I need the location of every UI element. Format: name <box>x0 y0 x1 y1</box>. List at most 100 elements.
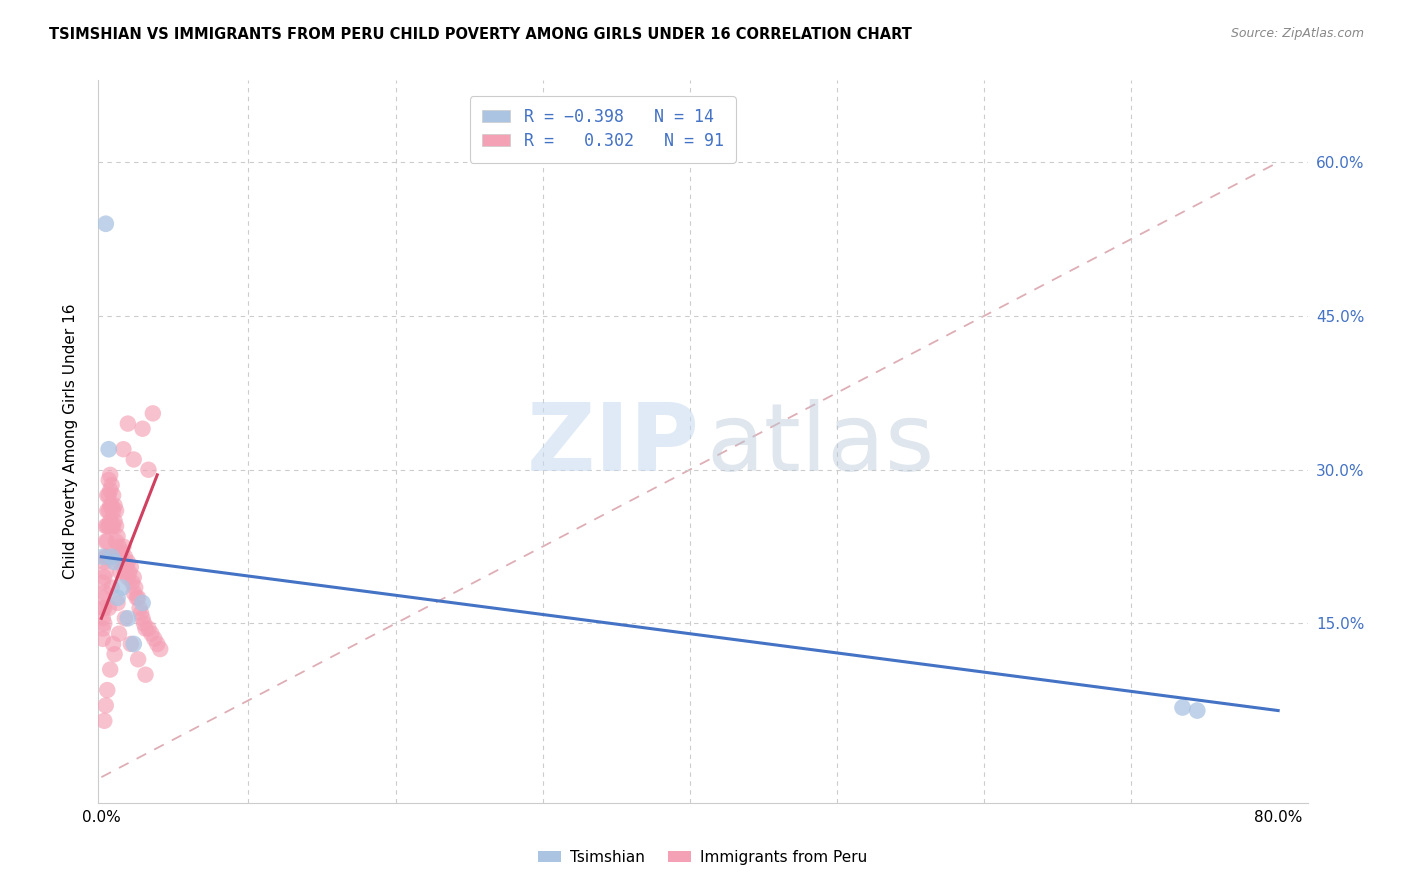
Point <box>110 565 132 579</box>
Point <box>122 585 145 599</box>
Point <box>127 591 149 605</box>
Point <box>100 499 122 513</box>
Point <box>100 581 122 595</box>
Point <box>149 642 172 657</box>
Point <box>131 422 153 436</box>
Point <box>134 667 156 681</box>
Point <box>104 555 127 569</box>
Point <box>108 540 131 554</box>
Point <box>127 652 149 666</box>
Point <box>96 519 118 533</box>
Point <box>91 575 114 590</box>
Legend: R = −0.398   N = 14, R =   0.302   N = 91: R = −0.398 N = 14, R = 0.302 N = 91 <box>470 96 735 162</box>
Point <box>100 519 122 533</box>
Point <box>91 632 114 646</box>
Point <box>101 519 124 533</box>
Point <box>96 534 118 549</box>
Point <box>107 529 129 543</box>
Point <box>91 611 114 625</box>
Point <box>138 463 160 477</box>
Point <box>117 570 139 584</box>
Point <box>94 534 117 549</box>
Point <box>121 575 143 590</box>
Point <box>111 581 134 595</box>
Point <box>97 473 120 487</box>
Point <box>96 549 118 564</box>
Point <box>107 545 129 559</box>
Point <box>107 591 129 605</box>
Text: ZIP: ZIP <box>526 399 699 491</box>
Point <box>117 611 139 625</box>
Point <box>101 488 124 502</box>
Point <box>122 452 145 467</box>
Point <box>94 698 117 713</box>
Point <box>142 406 165 420</box>
Point <box>120 560 142 574</box>
Point <box>98 483 121 498</box>
Point <box>104 499 127 513</box>
Point <box>114 549 136 564</box>
Legend: Tsimshian, Immigrants from Peru: Tsimshian, Immigrants from Peru <box>533 844 873 871</box>
Y-axis label: Child Poverty Among Girls Under 16: Child Poverty Among Girls Under 16 <box>63 304 77 579</box>
Point <box>112 555 135 569</box>
Point <box>94 549 117 564</box>
Point <box>98 467 121 482</box>
Point <box>93 601 115 615</box>
Point <box>115 560 138 574</box>
Point <box>94 565 117 579</box>
Point <box>104 514 127 528</box>
Point <box>118 565 141 579</box>
Point <box>110 549 132 564</box>
Point <box>97 488 120 502</box>
Point <box>111 545 134 559</box>
Point <box>91 549 114 564</box>
Point <box>93 555 115 569</box>
Point <box>98 514 121 528</box>
Point <box>104 647 127 661</box>
Point <box>143 632 166 646</box>
Point <box>134 622 156 636</box>
Point <box>128 601 150 615</box>
Point <box>98 499 121 513</box>
Point <box>100 549 122 564</box>
Text: TSIMSHIAN VS IMMIGRANTS FROM PERU CHILD POVERTY AMONG GIRLS UNDER 16 CORRELATION: TSIMSHIAN VS IMMIGRANTS FROM PERU CHILD … <box>49 27 912 42</box>
Point <box>91 591 114 605</box>
Point <box>112 442 135 457</box>
Point <box>108 626 131 640</box>
Point <box>117 417 139 431</box>
Point <box>94 519 117 533</box>
Point <box>114 611 136 625</box>
Point <box>138 622 160 636</box>
Point <box>91 601 114 615</box>
Point <box>1171 700 1194 714</box>
Text: atlas: atlas <box>707 399 935 491</box>
Point <box>124 581 146 595</box>
Point <box>122 637 145 651</box>
Point <box>131 596 153 610</box>
Point <box>125 591 148 605</box>
Point <box>96 504 118 518</box>
Point <box>94 217 117 231</box>
Point <box>93 616 115 631</box>
Point <box>112 540 135 554</box>
Point <box>132 616 155 631</box>
Point <box>122 570 145 584</box>
Point <box>1187 704 1209 718</box>
Point <box>96 683 118 698</box>
Point <box>101 504 124 518</box>
Point <box>114 565 136 579</box>
Point <box>108 555 131 569</box>
Point <box>91 622 114 636</box>
Point <box>98 663 121 677</box>
Point <box>146 637 169 651</box>
Point <box>93 585 115 599</box>
Point <box>93 570 115 584</box>
Point <box>96 488 118 502</box>
Point <box>141 626 163 640</box>
Point <box>107 596 129 610</box>
Point <box>120 637 142 651</box>
Point <box>97 519 120 533</box>
Point <box>105 504 128 518</box>
Point <box>105 519 128 533</box>
Text: Source: ZipAtlas.com: Source: ZipAtlas.com <box>1230 27 1364 40</box>
